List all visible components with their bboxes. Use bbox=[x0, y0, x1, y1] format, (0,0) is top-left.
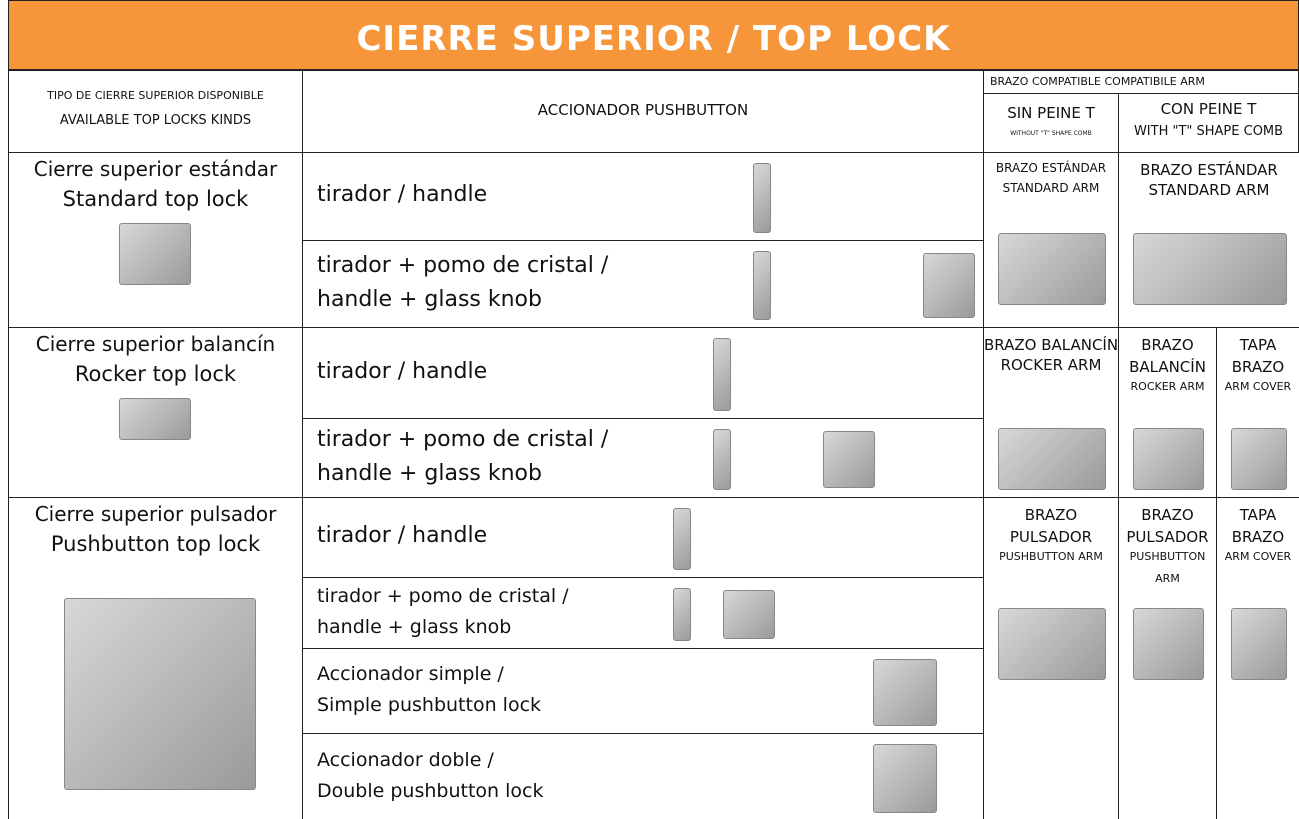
title-bar: CIERRE SUPERIOR / TOP LOCK bbox=[8, 0, 1299, 70]
table-cell: BRAZO BALANCÍN ROCKER ARM bbox=[1118, 327, 1217, 498]
arm-label: PUSHBUTTON bbox=[1129, 550, 1206, 563]
lock-name: Standard top lock bbox=[62, 187, 249, 211]
table-cell: SIN PEINE T WITHOUT "T" SHAPE COMB bbox=[983, 93, 1119, 153]
product-image bbox=[64, 598, 256, 790]
product-image bbox=[1133, 233, 1287, 305]
option-text: tirador + pomo de cristal / bbox=[317, 584, 569, 607]
table-cell: BRAZO PULSADOR PUSHBUTTON ARM bbox=[1118, 497, 1217, 819]
arm-label: STANDARD ARM bbox=[1002, 181, 1100, 195]
header-text: BRAZO COMPATIBLE COMPATIBILE ARM bbox=[990, 75, 1205, 88]
arm-label: PULSADOR bbox=[1126, 528, 1209, 546]
product-image bbox=[1231, 608, 1287, 680]
arm-label: TAPA bbox=[1239, 336, 1277, 354]
option-text: Double pushbutton lock bbox=[317, 779, 544, 802]
header-text: ACCIONADOR PUSHBUTTON bbox=[537, 101, 749, 119]
product-image bbox=[119, 398, 191, 440]
table-cell: BRAZO PULSADOR PUSHBUTTON ARM bbox=[983, 497, 1119, 819]
table-cell: Cierre superior balancín Rocker top lock bbox=[8, 327, 303, 498]
product-image bbox=[713, 338, 731, 411]
header-text: WITH "T" SHAPE COMB bbox=[1133, 124, 1284, 139]
table-cell: tirador + pomo de cristal / handle + glas… bbox=[302, 240, 984, 328]
product-image bbox=[923, 253, 975, 318]
arm-label: ROCKER ARM bbox=[1130, 380, 1205, 393]
product-image bbox=[998, 428, 1106, 490]
arm-label: BALANCÍN bbox=[1129, 358, 1206, 376]
product-image bbox=[1133, 608, 1204, 680]
header-text: WITHOUT "T" SHAPE COMB bbox=[1010, 130, 1092, 137]
table-cell: BRAZO ESTÁNDAR STANDARD ARM bbox=[983, 152, 1119, 328]
product-image bbox=[753, 251, 771, 320]
product-image bbox=[723, 590, 775, 639]
table-cell: Cierre superior pulsador Pushbutton top l… bbox=[8, 497, 303, 819]
table-cell: BRAZO ESTÁNDAR STANDARD ARM bbox=[1118, 152, 1299, 328]
option-text: tirador / handle bbox=[317, 182, 488, 207]
product-image bbox=[1231, 428, 1287, 490]
table-cell: tirador / handle bbox=[302, 327, 984, 419]
table-cell: BRAZO COMPATIBLE COMPATIBILE ARM bbox=[983, 70, 1299, 94]
title: CIERRE SUPERIOR / TOP LOCK bbox=[356, 19, 951, 59]
arm-label: BRAZO BALANCÍN bbox=[984, 336, 1119, 354]
table-cell: tirador / handle bbox=[302, 152, 984, 241]
table-cell: TIPO DE CIERRE SUPERIOR DISPONIBLE AVAILA… bbox=[8, 70, 303, 153]
header-text: AVAILABLE TOP LOCKS KINDS bbox=[59, 113, 252, 128]
lock-name: Cierre superior balancín bbox=[35, 332, 276, 356]
arm-label: BRAZO ESTÁNDAR bbox=[995, 161, 1107, 175]
option-text: Accionador doble / bbox=[317, 748, 494, 771]
header-text: CON PEINE T bbox=[1160, 100, 1257, 118]
product-image bbox=[823, 431, 875, 488]
product-image bbox=[119, 223, 191, 285]
table-cell: Accionador simple / Simple pushbutton loc… bbox=[302, 648, 984, 734]
arm-label: BRAZO ESTÁNDAR bbox=[1140, 161, 1278, 179]
table-cell: tirador + pomo de cristal / handle + glas… bbox=[302, 418, 984, 498]
lock-name: Rocker top lock bbox=[74, 362, 237, 386]
product-image bbox=[998, 233, 1106, 305]
product-image bbox=[998, 608, 1106, 680]
option-text: handle + glass knob bbox=[317, 615, 512, 638]
product-image bbox=[1133, 428, 1204, 490]
table-cell: CON PEINE T WITH "T" SHAPE COMB bbox=[1118, 93, 1299, 153]
arm-label: BRAZO bbox=[1231, 528, 1285, 546]
arm-label: ARM COVER bbox=[1224, 550, 1292, 563]
option-text: handle + glass knob bbox=[317, 286, 542, 312]
table-cell: TAPA BRAZO ARM COVER bbox=[1216, 327, 1299, 498]
table-cell: tirador + pomo de cristal / handle + glas… bbox=[302, 577, 984, 649]
lock-name: Cierre superior estándar bbox=[33, 157, 278, 181]
arm-label: PULSADOR bbox=[1009, 528, 1093, 546]
product-image bbox=[873, 744, 937, 813]
arm-label: ARM COVER bbox=[1224, 380, 1292, 393]
option-text: tirador + pomo de cristal / bbox=[317, 426, 609, 452]
option-text: tirador / handle bbox=[317, 358, 488, 384]
table-cell: Accionador doble / Double pushbutton lock bbox=[302, 733, 984, 819]
option-text: handle + glass knob bbox=[317, 460, 542, 486]
option-text: Accionador simple / bbox=[317, 662, 504, 685]
product-image bbox=[753, 163, 771, 233]
header-text: SIN PEINE T bbox=[1007, 104, 1095, 122]
product-image bbox=[673, 508, 691, 570]
product-image bbox=[713, 429, 731, 490]
arm-label: PUSHBUTTON ARM bbox=[999, 550, 1103, 563]
arm-label: BRAZO bbox=[1231, 358, 1285, 376]
arm-label: ROCKER ARM bbox=[1000, 356, 1102, 374]
header-text: TIPO DE CIERRE SUPERIOR DISPONIBLE bbox=[47, 89, 264, 102]
arm-label: BRAZO bbox=[1141, 336, 1194, 354]
table-cell: Cierre superior estándar Standard top loc… bbox=[8, 152, 303, 328]
arm-label: BRAZO bbox=[1141, 506, 1194, 524]
arm-label: TAPA bbox=[1239, 506, 1277, 524]
lock-name: Cierre superior pulsador bbox=[34, 502, 277, 526]
option-text: tirador + pomo de cristal / bbox=[317, 252, 609, 278]
product-image bbox=[673, 588, 691, 641]
arm-label: STANDARD ARM bbox=[1148, 181, 1270, 199]
option-text: tirador / handle bbox=[317, 523, 488, 548]
table-cell: TAPA BRAZO ARM COVER bbox=[1216, 497, 1299, 819]
table-cell: tirador / handle bbox=[302, 497, 984, 578]
arm-label: ARM bbox=[1155, 572, 1180, 585]
table-cell: ACCIONADOR PUSHBUTTON bbox=[302, 70, 984, 153]
product-image bbox=[873, 659, 937, 726]
option-text: Simple pushbutton lock bbox=[317, 693, 542, 716]
lock-name: Pushbutton top lock bbox=[50, 532, 261, 556]
table-cell: BRAZO BALANCÍN ROCKER ARM bbox=[983, 327, 1119, 498]
arm-label: BRAZO bbox=[1024, 506, 1078, 524]
